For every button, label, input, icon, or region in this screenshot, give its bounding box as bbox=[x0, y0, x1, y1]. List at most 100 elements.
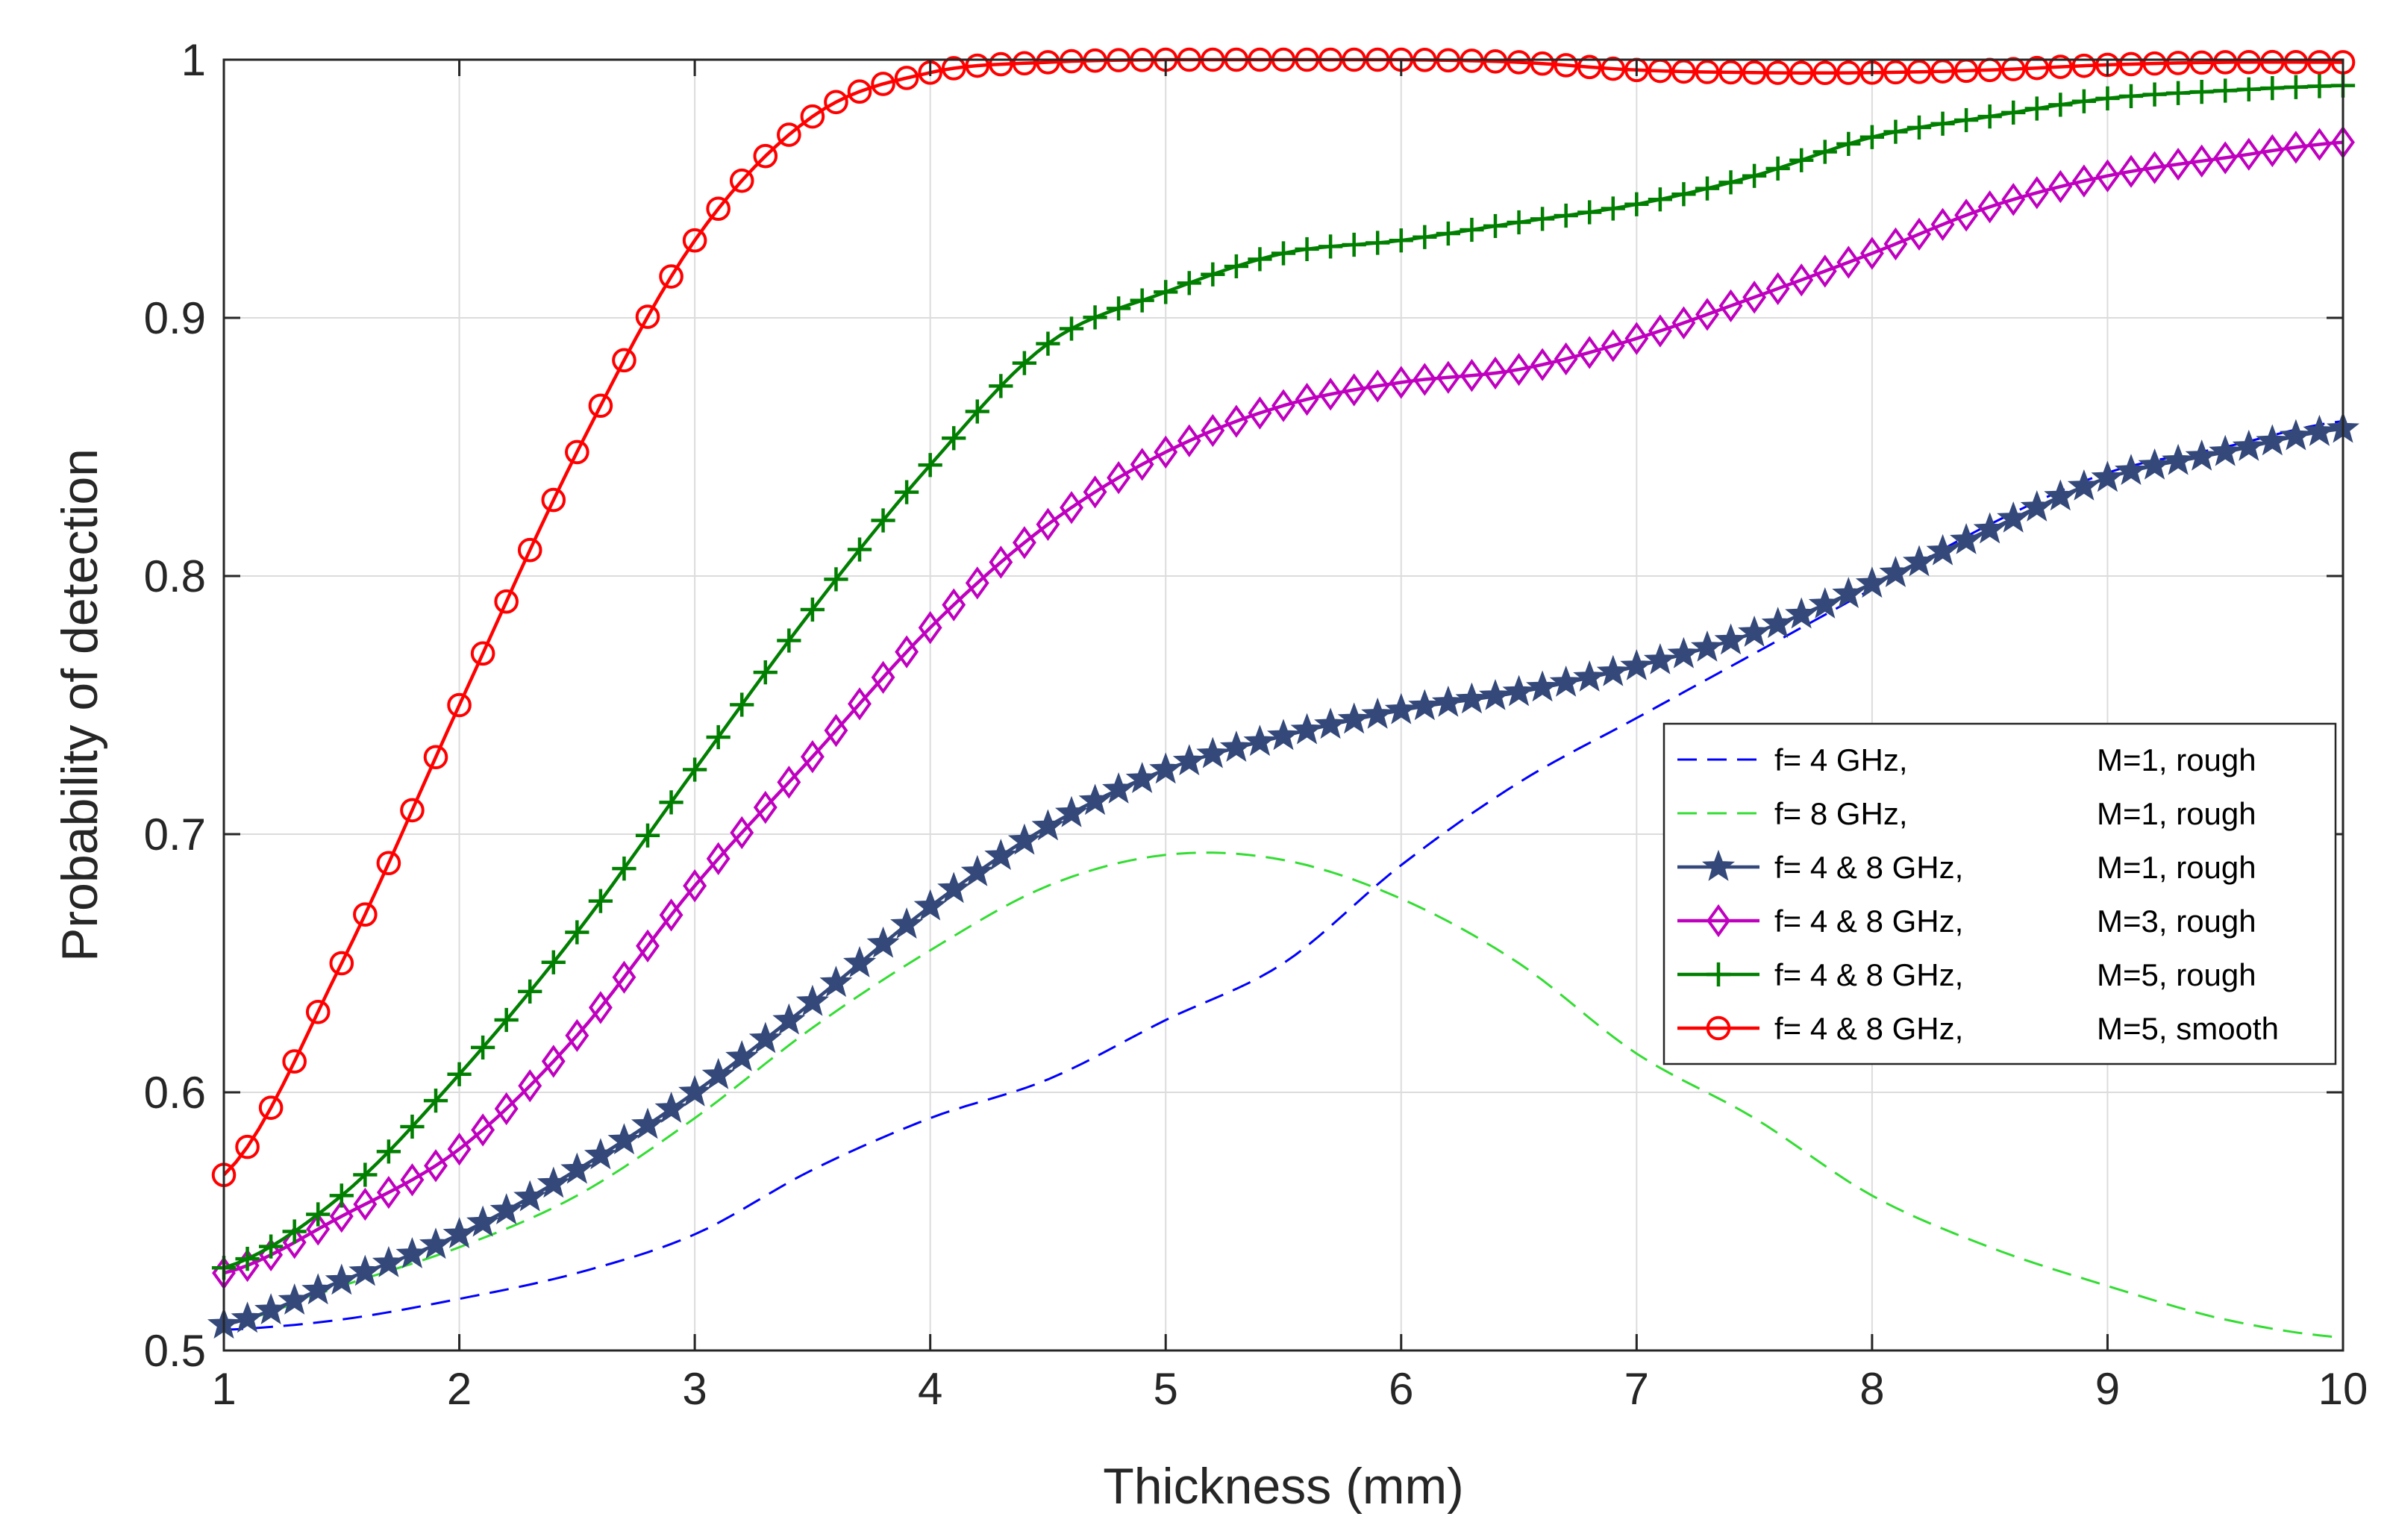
series-marker bbox=[306, 1212, 331, 1246]
series-marker bbox=[2071, 53, 2097, 78]
series-marker bbox=[329, 1199, 354, 1233]
series-marker bbox=[2307, 50, 2332, 75]
series-marker bbox=[965, 566, 989, 600]
series-marker bbox=[1648, 187, 1673, 212]
series-marker bbox=[1502, 674, 1536, 707]
series-marker bbox=[729, 168, 754, 193]
series-marker bbox=[1012, 351, 1037, 375]
series-marker bbox=[1172, 744, 1206, 776]
series-marker bbox=[1130, 288, 1154, 313]
series-marker bbox=[1342, 373, 1366, 407]
series-marker bbox=[1832, 577, 1865, 609]
series-marker bbox=[353, 902, 378, 927]
series-marker bbox=[800, 740, 825, 774]
series-marker bbox=[565, 920, 589, 945]
series-marker bbox=[423, 1089, 448, 1113]
series-marker bbox=[1431, 685, 1465, 717]
series-marker bbox=[1106, 296, 1131, 321]
series-2 bbox=[223, 851, 2344, 1339]
series-marker bbox=[1765, 272, 1790, 305]
series-marker bbox=[541, 950, 566, 974]
series-marker bbox=[701, 1057, 735, 1089]
series-marker bbox=[489, 1193, 523, 1225]
series-marker bbox=[1812, 60, 1838, 86]
series-line bbox=[223, 140, 2344, 1275]
x-tick-label: 5 bbox=[1154, 1364, 1178, 1414]
series-marker bbox=[607, 1123, 641, 1155]
series-marker bbox=[1596, 654, 1630, 686]
series-marker bbox=[748, 1021, 782, 1054]
series-marker bbox=[1478, 678, 1512, 710]
series-marker bbox=[659, 790, 683, 815]
series-marker bbox=[2283, 131, 2308, 164]
series-marker bbox=[1765, 60, 1790, 85]
series-marker bbox=[1624, 322, 1649, 355]
series-marker bbox=[541, 1045, 566, 1078]
series-marker bbox=[2118, 51, 2144, 77]
series-marker bbox=[2236, 77, 2261, 101]
series-marker bbox=[1953, 107, 1979, 133]
series-marker bbox=[682, 757, 707, 782]
series-marker bbox=[1366, 231, 1390, 255]
series-marker bbox=[847, 79, 872, 104]
series-marker bbox=[1507, 50, 1531, 75]
series-marker bbox=[1059, 316, 1084, 341]
series-marker bbox=[1078, 783, 1112, 816]
series-marker bbox=[1102, 772, 1136, 804]
series-marker bbox=[1789, 60, 1814, 86]
series-marker bbox=[1196, 736, 1230, 769]
legend-label-frequency: f= 8 GHz, bbox=[1774, 796, 1908, 831]
series-marker bbox=[1107, 461, 1131, 495]
series-marker bbox=[2067, 469, 2100, 501]
series-marker bbox=[753, 790, 778, 824]
legend-item: f= 8 GHz, M=1, rough bbox=[1677, 796, 2256, 831]
legend-item: f= 4 & 8 GHz, M=5, rough bbox=[1677, 957, 2256, 992]
series-marker bbox=[2162, 443, 2195, 475]
series-marker bbox=[890, 907, 924, 939]
x-tick-label: 10 bbox=[2318, 1364, 2368, 1414]
series-marker bbox=[588, 393, 613, 419]
series-marker bbox=[2212, 50, 2238, 75]
series-marker bbox=[376, 1139, 401, 1164]
series-marker bbox=[1977, 190, 2002, 224]
x-tick-label: 7 bbox=[1624, 1364, 1649, 1414]
x-tick-label: 1 bbox=[211, 1364, 236, 1414]
series-marker bbox=[419, 1227, 453, 1259]
series-marker bbox=[871, 508, 895, 533]
series-marker bbox=[819, 965, 853, 998]
series-marker bbox=[1671, 182, 1696, 207]
series-marker bbox=[1083, 305, 1107, 330]
series-marker bbox=[895, 635, 919, 669]
y-axis-label: Probability of detection bbox=[51, 448, 108, 962]
series-marker bbox=[937, 871, 971, 904]
series-marker bbox=[588, 889, 613, 913]
series-marker bbox=[965, 399, 989, 424]
series-marker bbox=[1549, 665, 1583, 697]
series-marker bbox=[513, 1180, 547, 1212]
series-marker bbox=[1836, 245, 1861, 279]
series-marker bbox=[2260, 134, 2285, 168]
series-marker bbox=[1601, 196, 1625, 221]
series-marker bbox=[1177, 424, 1201, 457]
x-tick-label: 4 bbox=[918, 1364, 942, 1414]
series-marker bbox=[1436, 221, 1461, 246]
series-marker bbox=[470, 1035, 495, 1060]
series-marker bbox=[2024, 55, 2050, 81]
series-marker bbox=[683, 869, 707, 903]
series-marker bbox=[1554, 53, 1578, 78]
series-marker bbox=[1879, 556, 1912, 587]
series-marker bbox=[635, 823, 660, 848]
series-marker bbox=[1295, 383, 1319, 416]
series-marker bbox=[1219, 730, 1253, 763]
legend-item: f= 4 GHz, M=1, rough bbox=[1677, 742, 2256, 777]
series-marker bbox=[1290, 713, 1324, 745]
series-marker bbox=[1337, 702, 1371, 734]
series-marker bbox=[842, 946, 877, 977]
series-marker bbox=[1036, 507, 1060, 541]
series-marker bbox=[1295, 237, 1319, 262]
series-marker bbox=[1483, 48, 1508, 74]
series-marker bbox=[2048, 54, 2073, 79]
series-marker bbox=[918, 453, 942, 478]
series-marker bbox=[989, 545, 1013, 579]
